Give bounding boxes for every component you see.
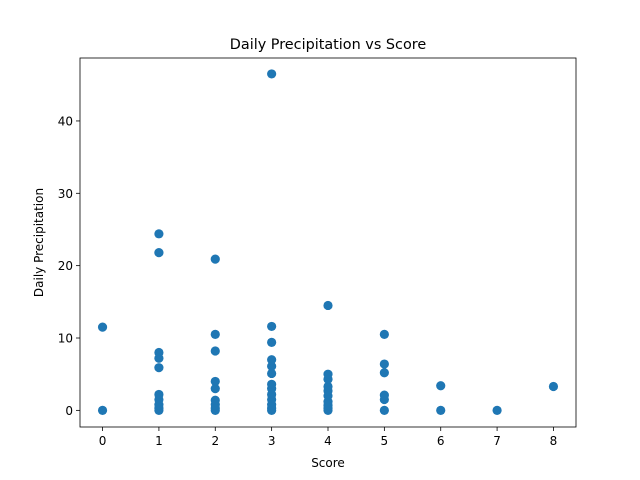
data-point: [154, 229, 164, 239]
data-point: [210, 254, 220, 264]
data-point: [210, 376, 220, 387]
x-tick-label: 2: [211, 434, 219, 448]
data-point: [267, 361, 277, 371]
x-tick-label: 0: [99, 434, 107, 448]
data-point: [154, 363, 164, 373]
y-tick-label: 0: [65, 404, 73, 418]
x-axis: 0 1 2 3 4 5 6 7 8: [99, 427, 558, 448]
data-point: [492, 405, 502, 415]
data-point: [267, 368, 277, 379]
x-axis-label: Score: [311, 456, 345, 470]
data-point: [436, 405, 446, 415]
x-tick-label: 4: [324, 434, 332, 448]
data-point: [379, 368, 389, 378]
y-axis: 0 10 20 30 40: [58, 114, 80, 418]
data-point: [210, 329, 220, 339]
data-point: [97, 322, 108, 332]
x-tick-label: 6: [437, 434, 445, 448]
data-point: [379, 390, 389, 400]
data-point: [154, 347, 164, 358]
y-axis-label: Daily Precipitation: [32, 188, 46, 297]
data-point: [323, 300, 333, 311]
data-point: [548, 381, 559, 392]
data-point: [379, 329, 389, 339]
data-point: [379, 405, 389, 415]
x-tick-label: 7: [493, 434, 501, 448]
y-tick-label: 10: [58, 332, 73, 346]
y-tick-label: 30: [58, 187, 73, 201]
x-tick-label: 1: [155, 434, 163, 448]
data-point: [210, 384, 220, 394]
points-layer: [97, 69, 559, 415]
data-point: [267, 321, 277, 332]
data-point: [267, 69, 277, 79]
data-point: [323, 369, 333, 379]
data-point: [267, 355, 277, 365]
data-point: [154, 389, 164, 400]
data-point: [210, 346, 220, 356]
data-point: [379, 359, 389, 369]
y-tick-label: 20: [58, 259, 73, 273]
data-point: [97, 405, 108, 415]
data-point: [436, 381, 446, 391]
x-tick-label: 5: [381, 434, 389, 448]
data-point: [323, 381, 333, 392]
data-point: [210, 395, 220, 405]
data-point: [154, 248, 164, 258]
x-tick-label: 3: [268, 434, 276, 448]
data-point: [267, 337, 277, 347]
y-tick-label: 40: [58, 114, 73, 128]
data-point: [267, 379, 277, 389]
chart-title: Daily Precipitation vs Score: [230, 37, 427, 53]
x-tick-label: 8: [550, 434, 558, 448]
